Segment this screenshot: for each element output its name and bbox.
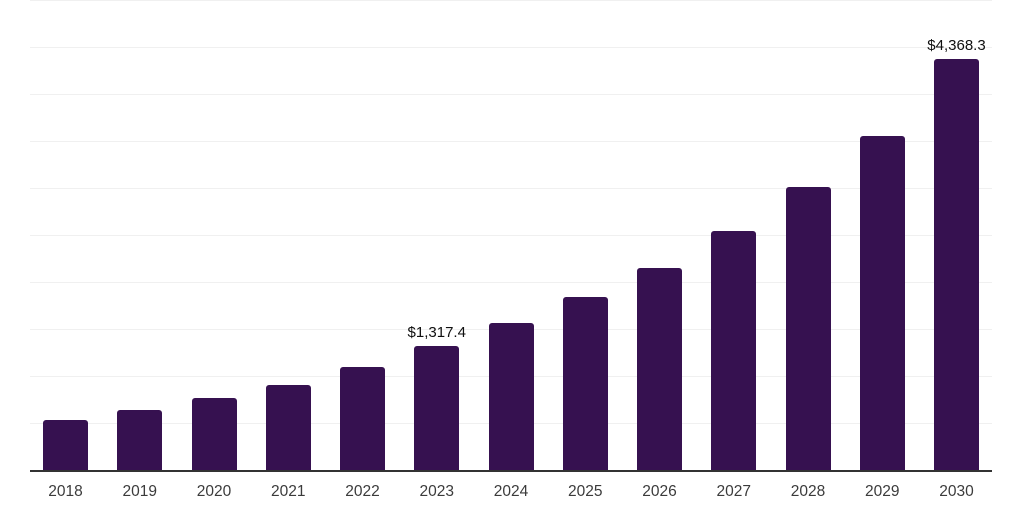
- x-tick-2022: 2022: [345, 483, 380, 500]
- x-tick-2024: 2024: [493, 483, 529, 500]
- bar-value-label-2023: $1,317.4: [407, 324, 466, 342]
- bar-2019: [117, 410, 163, 470]
- bar-2020: [191, 398, 237, 470]
- x-tick-2029: 2029: [865, 483, 900, 500]
- x-tick-2019: 2019: [122, 483, 157, 500]
- bar-2023: $1,317.4: [408, 324, 466, 470]
- x-tick-2026: 2026: [642, 483, 677, 500]
- bar-2029: [859, 135, 905, 470]
- x-tick-2020: 2020: [196, 483, 232, 500]
- bar-2024: [488, 322, 534, 470]
- bar-2027: [711, 231, 757, 470]
- x-axis-tick-labels: 2018 2019 2020 2021 2022 2023 2024 2025 2026 2027…: [30, 483, 992, 501]
- x-tick-2025: 2025: [568, 483, 603, 500]
- x-tick-2018: 2018: [48, 483, 83, 500]
- bar-2030: $4,368.3: [927, 37, 986, 470]
- bar-2021: [265, 384, 311, 470]
- bars-container: $1,317.4 $4,368.3: [30, 0, 992, 470]
- x-tick-2027: 2027: [716, 483, 751, 500]
- bar-value-label-2030: $4,368.3: [927, 37, 986, 55]
- bar-2018: [43, 420, 88, 470]
- x-tick-2023: 2023: [419, 483, 454, 500]
- x-tick-2030: 2030: [939, 483, 974, 500]
- x-tick-2028: 2028: [790, 483, 826, 500]
- bar-2022: [340, 367, 385, 470]
- x-tick-2021: 2021: [271, 483, 306, 500]
- bar-2025: [562, 296, 608, 470]
- bar-2028: [785, 186, 831, 470]
- plot-area: $1,317.4 $4,368.3: [30, 0, 992, 472]
- bar-2026: [637, 267, 682, 470]
